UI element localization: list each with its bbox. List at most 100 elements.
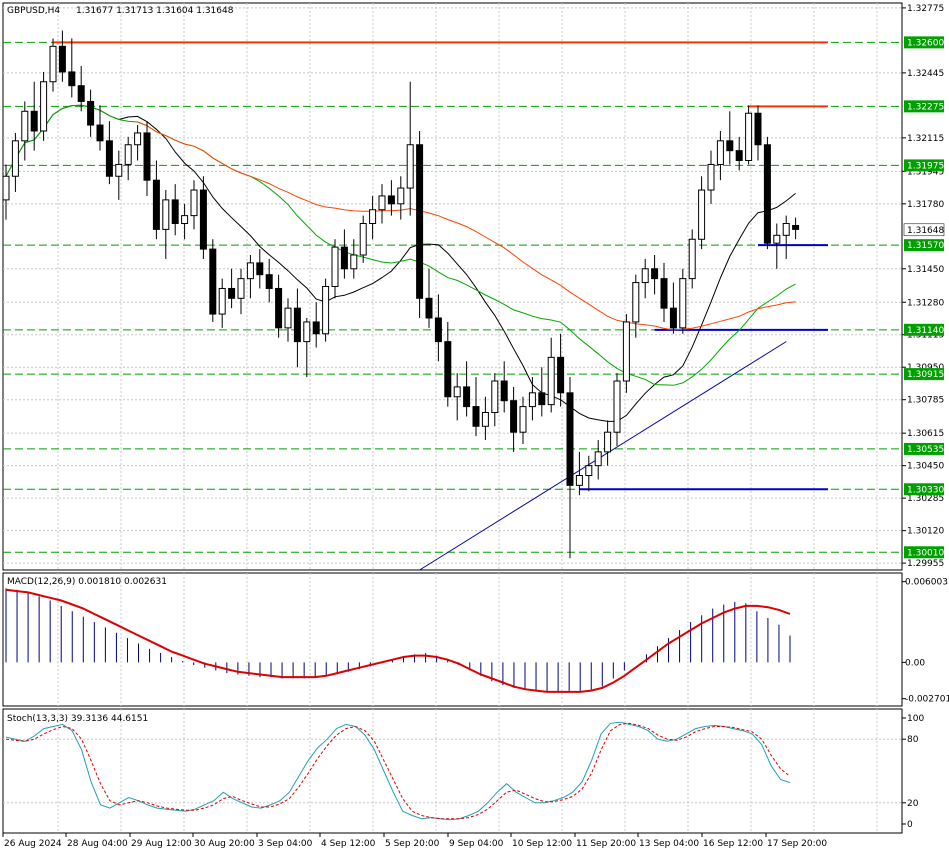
candle-body (350, 254, 358, 270)
stoch-panel[interactable]: 100 80 20 0 Stoch(13,3,3) 39.3136 44.6151 (2, 708, 924, 834)
ma-fast-line (5, 104, 796, 422)
macd-tick-label: -0.002701 (905, 695, 949, 705)
price-tick-label: 1.32445 (907, 69, 944, 79)
price-tick-label: 1.30285 (907, 494, 944, 504)
macd-panel[interactable]: 0.006003 0.00 -0.002701 MACD(12,26,9) 0.00… (2, 572, 949, 707)
price-panel-frame (2, 2, 903, 571)
current-price-badge (903, 223, 945, 237)
candle-body (745, 112, 753, 161)
level-badge (904, 159, 944, 172)
candle-body (528, 392, 536, 408)
level-badge-label: 1.30915 (907, 370, 944, 380)
candle-body (312, 321, 320, 335)
candle-body (735, 150, 743, 161)
candle-body (594, 451, 602, 467)
candle-body (716, 140, 724, 165)
candle-body (228, 287, 236, 299)
stoch-axis: 100 80 20 0 (902, 714, 924, 830)
candle-body (275, 287, 283, 329)
level-lines (3, 41, 902, 553)
stoch-tick-label: 100 (907, 714, 924, 724)
level-badge-label: 1.32275 (907, 102, 944, 112)
candle-body (303, 321, 311, 343)
candle-body (209, 248, 217, 315)
price-tick-label: 1.31450 (907, 265, 944, 275)
candle-body (632, 282, 640, 323)
candle-body (134, 132, 142, 146)
time-tick-label: 9 Sep 04:00 (449, 839, 504, 849)
candles[interactable] (2, 30, 800, 559)
price-tick-label: 1.32115 (907, 134, 944, 144)
candle-body (679, 278, 687, 329)
level-badge (904, 239, 944, 252)
candle-body (190, 189, 198, 217)
level-badge-label: 1.32600 (907, 38, 944, 48)
price-tick-label: 1.30785 (907, 396, 944, 406)
candle-body (162, 199, 170, 230)
candle-body (96, 124, 104, 142)
stoch-panel-frame (2, 708, 903, 834)
time-tick-label: 13 Sep 04:00 (639, 839, 699, 849)
candle-body (378, 195, 386, 211)
candle-body (566, 392, 574, 486)
time-tick-label: 29 Aug 12:00 (131, 839, 192, 849)
candle-body (434, 317, 442, 343)
price-axis: 1.32775 1.32445 1.32115 1.31945 1.31780 1.314… (902, 4, 944, 569)
macd-panel-frame (2, 572, 903, 707)
price-tick-label: 1.31280 (907, 298, 944, 308)
candle-body (115, 163, 123, 177)
price-panel[interactable]: 1.32775 1.32445 1.32115 1.31945 1.31780 1.314… (2, 2, 944, 571)
price-tick-label: 1.30615 (907, 429, 944, 439)
candle-body (613, 380, 621, 433)
chart-ohlc-label: 1.31677 1.31713 1.31604 1.31648 (76, 6, 234, 16)
level-badge (904, 368, 944, 381)
candle-body (481, 412, 489, 427)
price-tick-label: 1.30450 (907, 462, 944, 472)
price-tick-label: 1.29955 (907, 559, 944, 569)
moving-averages (5, 104, 796, 571)
time-tick-label: 26 Aug 2024 (4, 839, 62, 849)
candle-body (387, 195, 395, 205)
candle-body (773, 234, 781, 244)
candle-body (87, 100, 95, 126)
candle-body (77, 85, 85, 102)
candle-body (688, 238, 696, 280)
candle-body (463, 386, 471, 408)
candle-body (2, 175, 10, 201)
price-grid (3, 3, 902, 570)
candle-body (181, 215, 189, 224)
candle-body (425, 297, 433, 319)
stoch-tick-label: 0 (907, 820, 913, 830)
macd-tick-label: 0.00 (905, 658, 925, 668)
time-tick-label: 16 Sep 12:00 (703, 839, 763, 849)
stoch-tick-label: 20 (907, 799, 919, 809)
candle-body (30, 110, 38, 132)
candle-body (453, 386, 461, 398)
time-tick-label: 10 Sep 12:00 (512, 839, 572, 849)
candle-body (651, 268, 659, 280)
time-tick-label: 30 Aug 20:00 (194, 839, 255, 849)
candle-body (265, 274, 273, 289)
stoch-label: Stoch(13,3,3) 39.3136 44.6151 (7, 714, 148, 724)
stoch-lines (5, 721, 791, 821)
level-badge (904, 36, 944, 49)
candle-body (293, 307, 301, 343)
stoch-grid (3, 709, 902, 833)
candle-body (491, 380, 499, 413)
level-badge (904, 483, 944, 496)
candle-body (68, 71, 76, 87)
macd-label: MACD(12,26,9) 0.001810 0.002631 (7, 577, 167, 587)
candle-body (218, 287, 226, 315)
level-badge (904, 100, 944, 113)
candle-body (557, 356, 565, 394)
candle-body (340, 246, 348, 270)
chart-symbol-label: GBPUSD,H4 (7, 6, 60, 16)
level-badge-label: 1.31140 (907, 326, 944, 336)
candle-body (406, 144, 414, 189)
candle-body (726, 140, 734, 152)
current-price-label: 1.31648 (907, 226, 944, 236)
candle-body (547, 356, 555, 406)
candle-body (369, 209, 377, 224)
candle-body (754, 112, 762, 146)
